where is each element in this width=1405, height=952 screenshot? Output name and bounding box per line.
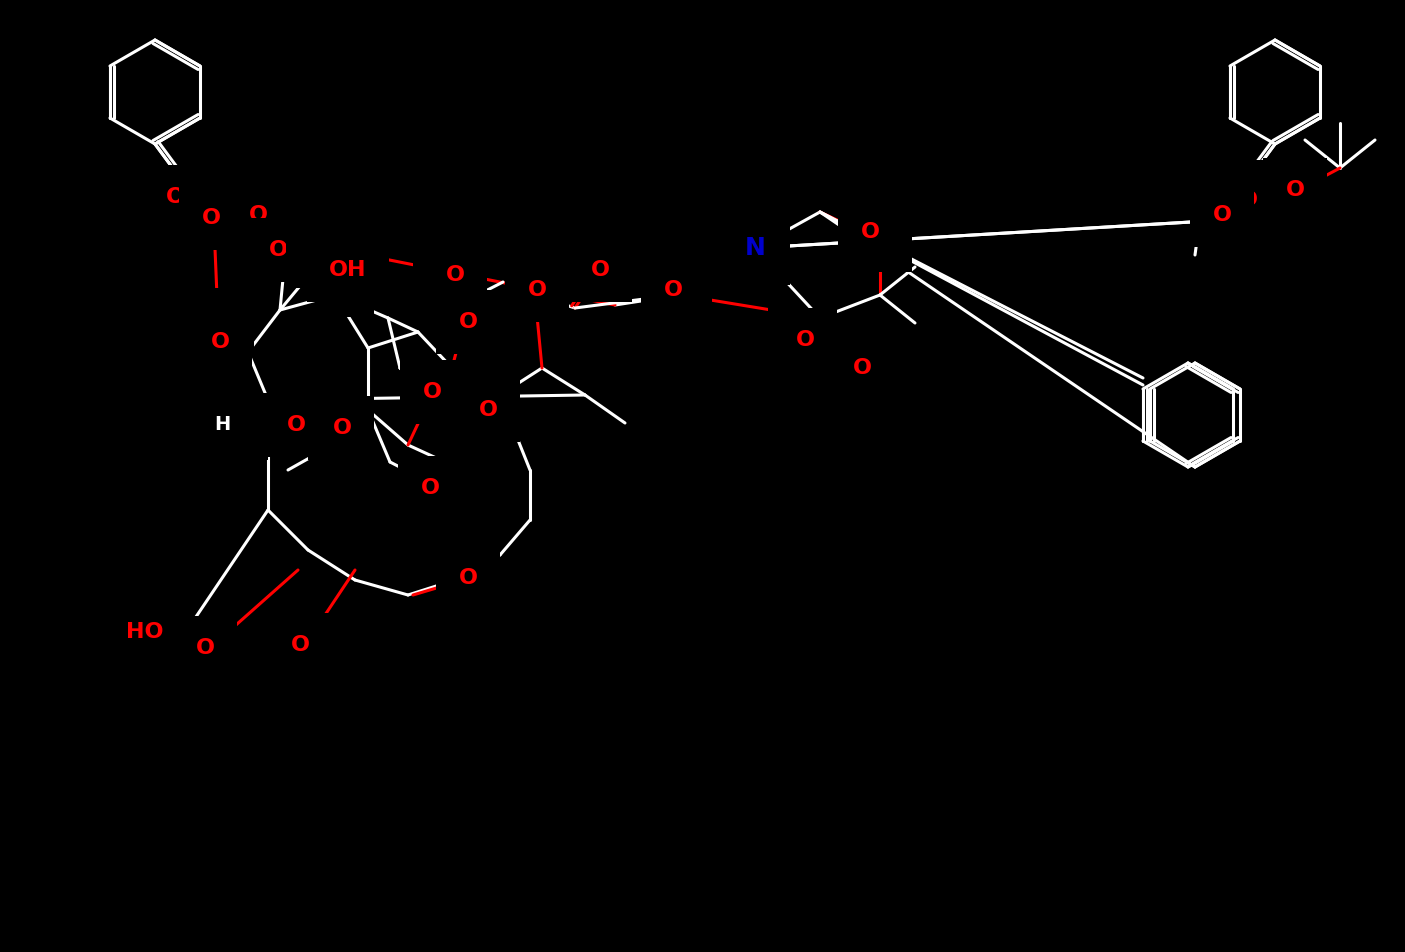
- Text: O: O: [249, 205, 267, 225]
- Text: O: O: [1286, 180, 1304, 200]
- Text: O: O: [423, 382, 441, 402]
- Text: O: O: [420, 478, 440, 498]
- Text: O: O: [670, 285, 690, 305]
- Text: O: O: [795, 330, 815, 350]
- Text: O: O: [436, 265, 454, 285]
- Text: O: O: [1246, 182, 1266, 202]
- Text: O: O: [1238, 190, 1257, 210]
- Text: O: O: [458, 568, 478, 588]
- Text: O: O: [590, 260, 610, 280]
- Text: O: O: [226, 418, 246, 438]
- Text: O: O: [860, 222, 880, 242]
- Text: O: O: [285, 415, 305, 435]
- Text: O: O: [166, 187, 184, 207]
- Text: O: O: [287, 415, 305, 435]
- Text: O: O: [309, 246, 327, 266]
- Text: O: O: [479, 400, 497, 420]
- Text: O: O: [211, 332, 229, 352]
- Text: O: O: [291, 635, 309, 655]
- Text: O: O: [1213, 205, 1232, 225]
- Text: O: O: [249, 205, 267, 225]
- Text: O: O: [339, 260, 357, 280]
- Text: O: O: [791, 330, 809, 350]
- Text: O: O: [309, 246, 327, 266]
- Text: O: O: [330, 418, 350, 438]
- Text: O: O: [871, 230, 889, 250]
- Text: O: O: [212, 310, 232, 330]
- Text: O: O: [663, 280, 683, 300]
- Text: O: O: [527, 280, 547, 300]
- Text: O: O: [268, 240, 288, 260]
- Text: O: O: [195, 638, 215, 658]
- Text: O: O: [445, 265, 465, 285]
- Text: OH: OH: [329, 260, 367, 280]
- Text: O: O: [195, 638, 215, 658]
- Text: H: H: [214, 415, 230, 434]
- Text: O: O: [458, 568, 478, 588]
- Text: HO: HO: [126, 622, 164, 642]
- Text: N: N: [745, 236, 766, 260]
- Text: O: O: [853, 358, 871, 378]
- Text: O: O: [458, 312, 478, 332]
- Text: O: O: [479, 400, 497, 420]
- Text: O: O: [166, 187, 184, 207]
- Text: O: O: [458, 312, 478, 332]
- Text: N: N: [745, 236, 766, 260]
- Text: O: O: [201, 208, 221, 228]
- Text: O: O: [590, 260, 610, 280]
- Text: HO: HO: [126, 622, 164, 642]
- Text: O: O: [291, 635, 309, 655]
- Text: O: O: [333, 418, 351, 438]
- Text: O: O: [268, 240, 288, 260]
- Text: O: O: [1213, 205, 1232, 225]
- Text: O: O: [1238, 190, 1257, 210]
- Text: O: O: [527, 280, 547, 300]
- Text: O: O: [201, 208, 221, 228]
- Text: O: O: [423, 382, 441, 402]
- Text: H: H: [340, 281, 355, 299]
